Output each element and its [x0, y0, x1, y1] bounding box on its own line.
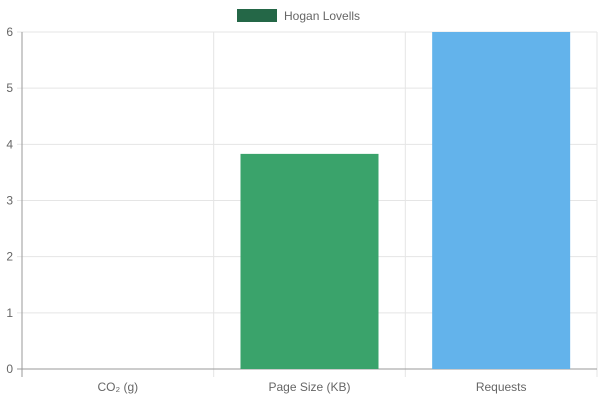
x-tick-label: CO₂ (g)	[97, 380, 138, 394]
y-tick-label: 3	[6, 194, 13, 208]
y-tick-label: 0	[6, 362, 13, 376]
bar-2[interactable]	[432, 32, 571, 369]
legend[interactable]: Hogan Lovells	[237, 9, 360, 23]
x-tick-label: Requests	[476, 380, 527, 394]
legend-label: Hogan Lovells	[284, 9, 360, 23]
y-tick-label: 6	[6, 25, 13, 39]
tick-labels: 0 1 2 3 4 5 6 CO₂ (g) Page Size (KB) Requests	[6, 25, 526, 394]
legend-swatch	[237, 9, 277, 22]
y-tick-label: 1	[6, 306, 13, 320]
bars	[240, 32, 571, 369]
x-tick-label: Page Size (KB)	[268, 380, 350, 394]
y-tick-label: 5	[6, 81, 13, 95]
y-tick-label: 2	[6, 250, 13, 264]
y-tick-label: 4	[6, 137, 13, 151]
bar-1[interactable]	[240, 153, 379, 369]
